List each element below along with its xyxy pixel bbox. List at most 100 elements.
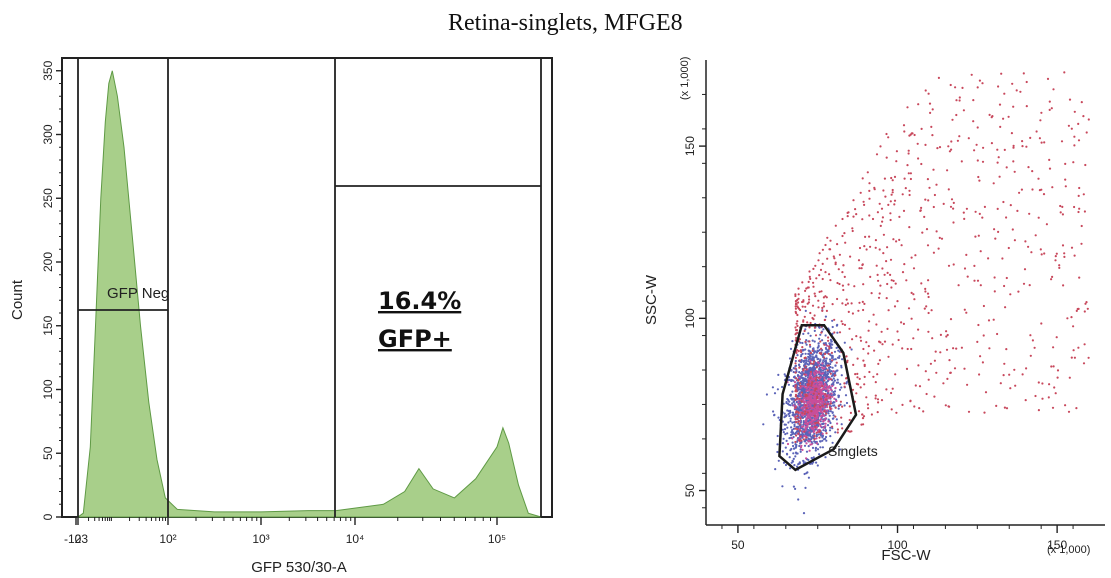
- scatter-point: [815, 426, 819, 429]
- scatter-point: [796, 381, 800, 385]
- scatter-point: [918, 385, 922, 388]
- scatter-point: [883, 177, 887, 180]
- scatter-point: [797, 420, 800, 423]
- scatter-point: [1031, 339, 1034, 342]
- scatter-point: [782, 461, 786, 464]
- scatter-point: [824, 417, 827, 420]
- scatter-point: [788, 456, 791, 459]
- scatter-point: [896, 330, 899, 333]
- scatter-point: [1054, 255, 1057, 258]
- scatter-point: [942, 382, 945, 385]
- scatter-point: [807, 360, 810, 363]
- scatter-point: [805, 387, 808, 390]
- scatter-point: [807, 332, 810, 335]
- scatter-point: [838, 356, 841, 359]
- scatter-point: [825, 362, 828, 365]
- scatter-point: [873, 349, 876, 352]
- scatter-point: [987, 319, 991, 322]
- scatter-point: [1023, 268, 1027, 271]
- scatter-point: [1053, 386, 1056, 389]
- scatter-point: [804, 289, 807, 292]
- scatter-point: [786, 432, 789, 435]
- scatter-point: [1073, 110, 1076, 113]
- scatter-point: [886, 282, 889, 286]
- scatter-point: [825, 357, 828, 360]
- scatter-point: [1070, 316, 1073, 319]
- scatter-point: [831, 303, 834, 306]
- scatter-point: [821, 309, 824, 312]
- scatter-point: [1009, 204, 1012, 207]
- scatter-point: [794, 367, 797, 370]
- scatter-point: [1054, 392, 1057, 395]
- scatter-point: [890, 279, 893, 282]
- scatter-point: [907, 172, 910, 175]
- scatter-point: [809, 404, 812, 407]
- scatter-point: [811, 381, 814, 384]
- scatter-point: [807, 355, 810, 358]
- scatter-point: [982, 334, 985, 337]
- scatter-point: [822, 384, 826, 387]
- scatter-point: [795, 336, 798, 340]
- scatter-point: [880, 399, 884, 402]
- scatter-point: [890, 391, 893, 395]
- scatter-point: [797, 498, 800, 501]
- scatter-point: [833, 397, 836, 400]
- singlets-gate: [778, 323, 858, 472]
- scatter-point: [847, 430, 850, 433]
- scatter-point: [803, 444, 807, 447]
- scatter-point: [792, 384, 795, 388]
- scatter-point: [851, 227, 854, 230]
- scatter-point: [781, 442, 785, 445]
- scatter-point: [841, 271, 844, 274]
- scatter-point: [950, 140, 953, 143]
- scatter-point: [799, 417, 802, 420]
- scatter-point: [798, 461, 801, 464]
- scatter-point: [800, 376, 803, 379]
- scatter-point: [907, 307, 911, 310]
- scatter-point: [809, 387, 813, 390]
- scatter-point: [850, 348, 853, 351]
- scatter-point: [913, 405, 916, 408]
- scatter-point: [935, 371, 938, 374]
- x-tick-label: 50: [731, 538, 745, 552]
- scatter-point: [932, 168, 935, 171]
- scatter-point: [947, 188, 950, 191]
- scatter-point: [893, 175, 897, 178]
- scatter-point: [951, 118, 954, 121]
- scatter-point: [876, 398, 880, 401]
- scatter-point: [849, 255, 852, 258]
- scatter-point: [862, 347, 865, 351]
- scatter-point: [923, 215, 926, 218]
- scatter-point: [804, 362, 807, 365]
- scatter-point: [802, 459, 805, 462]
- scatter-point: [904, 187, 907, 190]
- scatter-point: [833, 350, 837, 353]
- scatter-point: [1055, 336, 1058, 339]
- scatter-point: [1016, 209, 1019, 212]
- scatter-point: [808, 431, 811, 434]
- scatter-point: [829, 410, 833, 413]
- scatter-point: [900, 321, 903, 324]
- scatter-point: [841, 234, 844, 238]
- scatter-point: [1000, 72, 1003, 75]
- scatter-point: [804, 352, 807, 355]
- scatter-point: [824, 425, 827, 428]
- scatter-point: [794, 333, 797, 336]
- scatter-point: [789, 409, 792, 412]
- scatter-point: [957, 284, 960, 287]
- scatter-point: [854, 208, 857, 211]
- y-tick-label: 100: [41, 379, 55, 399]
- scatter-point: [818, 436, 821, 439]
- scatter-point: [857, 410, 861, 413]
- scatter-point: [886, 327, 889, 330]
- scatter-point: [785, 452, 789, 455]
- scatter-point: [824, 271, 827, 274]
- gfp-plus-percent: 16.4%: [378, 287, 461, 315]
- scatter-point: [781, 450, 784, 453]
- scatter-point: [819, 412, 822, 415]
- y-axis-ticks: 50 100 150: [683, 93, 706, 509]
- scatter-point: [850, 302, 853, 305]
- scatter-point: [965, 207, 969, 210]
- scatter-point: [834, 371, 837, 375]
- scatter-point: [977, 323, 980, 327]
